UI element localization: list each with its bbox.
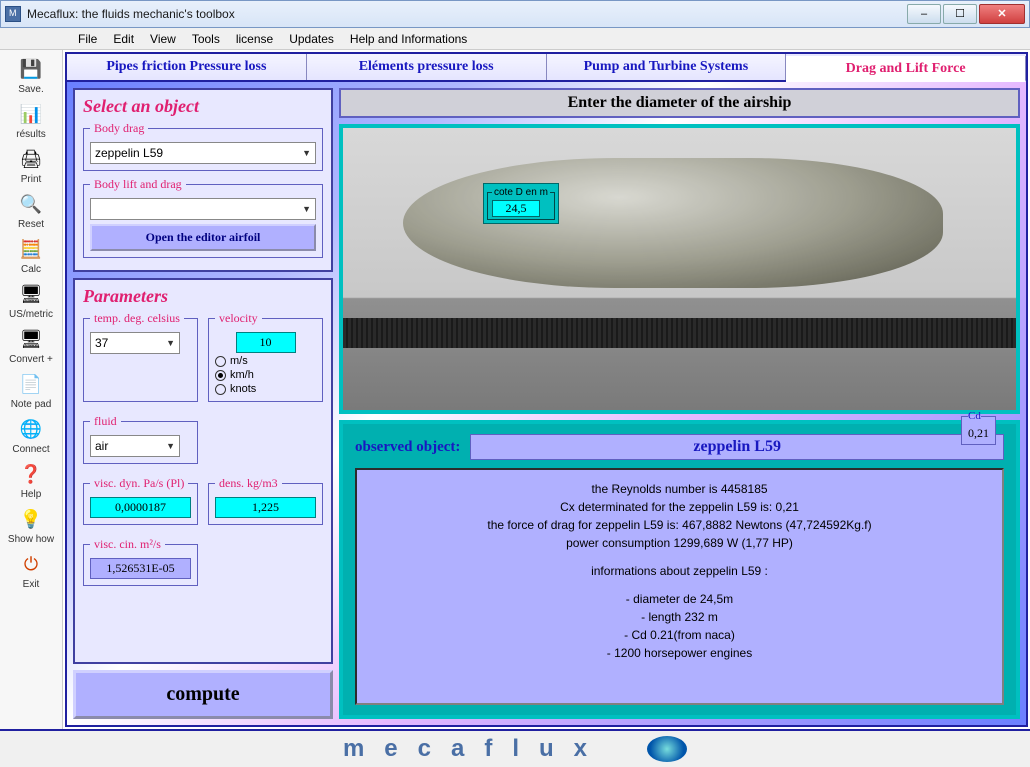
unit-ms-radio[interactable]: m/s [215,355,316,367]
tool-reset[interactable]: 🔍Reset [4,189,58,234]
parameters-title: Parameters [83,286,323,307]
units-icon: 🖥 [17,281,45,307]
body-drag-legend: Body drag [90,121,148,136]
chevron-down-icon: ▼ [302,204,311,214]
footer-brand: mecaflux [343,735,607,763]
notepad-icon: 📄 [17,371,45,397]
menu-updates[interactable]: Updates [281,30,342,48]
menu-tools[interactable]: Tools [184,30,228,48]
observed-panel: Cd 0,21 observed object: zeppelin L59 th… [339,420,1020,719]
tab-elements[interactable]: Eléments pressure loss [307,54,547,80]
tool-showhow[interactable]: 💡Show how [4,504,58,549]
airship-image: cote D en m 24,5 [339,124,1020,414]
unit-kmh-radio[interactable]: km/h [215,369,316,381]
temp-dropdown[interactable]: 37▼ [90,332,180,354]
visc-dyn-group: visc. dyn. Pa/s (Pl) 0,0000187 [83,476,198,525]
results-icon: 📊 [17,101,45,127]
observed-label: observed object: [355,439,460,456]
select-object-title: Select an object [83,96,323,117]
tool-units[interactable]: 🖥US/metric [4,279,58,324]
velocity-input[interactable]: 10 [236,332,296,353]
tab-pipes[interactable]: Pipes friction Pressure loss [67,54,307,80]
temp-group: temp. deg. celsius 37▼ [83,311,198,402]
body-lift-dropdown[interactable]: ▼ [90,198,316,220]
parameters-panel: Parameters temp. deg. celsius 37▼ veloci… [73,278,333,664]
observed-name: zeppelin L59 [470,434,1004,460]
content-area: Select an object Body drag zeppelin L59▼… [67,82,1026,725]
tool-results[interactable]: 📊résults [4,99,58,144]
cote-d-input[interactable]: 24,5 [492,200,540,217]
visc-dyn-value: 0,0000187 [90,497,191,518]
chevron-down-icon: ▼ [166,338,175,348]
exit-icon: ⏻ [17,551,45,577]
help-icon: ❓ [17,461,45,487]
image-header: Enter the diameter of the airship [339,88,1020,118]
showhow-icon: 💡 [17,506,45,532]
main-frame: Pipes friction Pressure loss Eléments pr… [65,52,1028,727]
work-area: 💾Save. 📊résults 🖨Print 🔍Reset 🧮Calc 🖥US/… [0,50,1030,729]
left-toolbar: 💾Save. 📊résults 🖨Print 🔍Reset 🧮Calc 🖥US/… [0,50,63,729]
body-lift-legend: Body lift and drag [90,177,186,192]
left-column: Select an object Body drag zeppelin L59▼… [73,88,333,719]
tool-help[interactable]: ❓Help [4,459,58,504]
close-button[interactable] [979,4,1025,24]
tab-pump[interactable]: Pump and Turbine Systems [547,54,787,80]
visc-cin-group: visc. cin. m²/s 1,526531E-05 [83,537,198,586]
cd-value: 0,21 [968,426,989,440]
cd-box: Cd 0,21 [961,410,996,445]
reset-icon: 🔍 [17,191,45,217]
dens-value: 1,225 [215,497,316,518]
chevron-down-icon: ▼ [302,148,311,158]
menu-file[interactable]: File [70,30,105,48]
body-drag-group: Body drag zeppelin L59▼ [83,121,323,171]
tool-save[interactable]: 💾Save. [4,54,58,99]
velocity-group: velocity 10 m/s km/h knots [208,311,323,402]
tool-print[interactable]: 🖨Print [4,144,58,189]
visc-cin-value: 1,526531E-05 [90,558,191,579]
select-object-panel: Select an object Body drag zeppelin L59▼… [73,88,333,272]
menu-help[interactable]: Help and Informations [342,30,475,48]
cote-input-box: cote D en m 24,5 [483,183,559,224]
chevron-down-icon: ▼ [166,441,175,451]
results-textarea[interactable]: the Reynolds number is 4458185 Cx determ… [355,468,1004,705]
fluid-dropdown[interactable]: air▼ [90,435,180,457]
main-column: Enter the diameter of the airship cote D… [339,88,1020,719]
convert-icon: 🖥 [17,326,45,352]
tool-calc[interactable]: 🧮Calc [4,234,58,279]
body-drag-dropdown[interactable]: zeppelin L59▼ [90,142,316,164]
save-icon: 💾 [17,56,45,82]
tool-exit[interactable]: ⏻Exit [4,549,58,594]
tool-notepad[interactable]: 📄Note pad [4,369,58,414]
dens-group: dens. kg/m3 1,225 [208,476,323,525]
body-lift-group: Body lift and drag ▼ Open the editor air… [83,177,323,258]
print-icon: 🖨 [17,146,45,172]
window-controls [907,4,1025,24]
menu-view[interactable]: View [142,30,184,48]
menu-edit[interactable]: Edit [105,30,142,48]
maximize-button[interactable] [943,4,977,24]
fluid-group: fluid air▼ [83,414,198,464]
tab-drag-lift[interactable]: Drag and Lift Force [786,56,1026,82]
unit-knots-radio[interactable]: knots [215,383,316,395]
minimize-button[interactable] [907,4,941,24]
open-editor-airfoil-button[interactable]: Open the editor airfoil [90,224,316,251]
connect-icon: 🌐 [17,416,45,442]
tool-convert[interactable]: 🖥Convert + [4,324,58,369]
tool-connect[interactable]: 🌐Connect [4,414,58,459]
window-titlebar: Mecaflux: the fluids mechanic's toolbox [0,0,1030,28]
globe-icon[interactable] [647,736,687,762]
tab-strip: Pipes friction Pressure loss Eléments pr… [67,54,1026,82]
app-icon [5,6,21,22]
compute-button[interactable]: compute [73,670,333,719]
menu-license[interactable]: license [228,30,281,48]
footer: mecaflux [0,729,1030,767]
menu-bar: File Edit View Tools license Updates Hel… [0,28,1030,50]
ground-crowd [343,318,1016,348]
calc-icon: 🧮 [17,236,45,262]
window-title: Mecaflux: the fluids mechanic's toolbox [27,7,907,21]
